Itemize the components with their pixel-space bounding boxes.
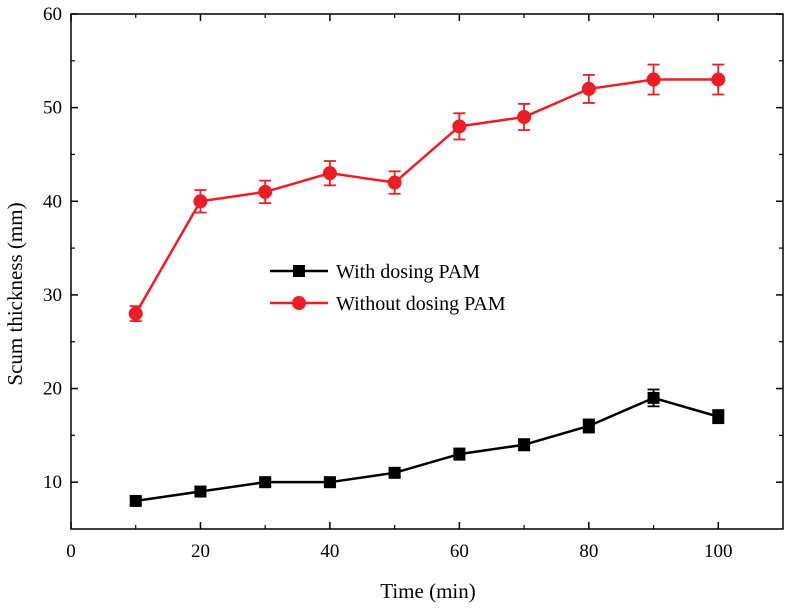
data-point (581, 81, 596, 96)
series-layer (128, 63, 726, 507)
data-point (711, 72, 726, 87)
data-point (582, 420, 595, 432)
data-point (646, 72, 661, 87)
x-axis-ticks: 0 20 40 60 80 100 (66, 14, 733, 562)
y-tick-label: 40 (43, 191, 62, 212)
x-axis-title: Time (min) (380, 579, 475, 603)
series-line (134, 78, 719, 315)
data-point (452, 119, 467, 134)
data-point (387, 175, 402, 190)
x-tick-label: 0 (66, 541, 76, 562)
x-tick-label: 20 (191, 541, 210, 562)
legend-label: Without dosing PAM (336, 293, 506, 315)
series-line (135, 396, 719, 503)
plot-area (70, 13, 784, 530)
series-1 (129, 388, 725, 507)
y-tick-label: 60 (43, 4, 62, 25)
legend: With dosing PAM Without dosing PAM (270, 261, 506, 315)
y-tick-label: 50 (43, 98, 62, 119)
data-point (712, 410, 725, 423)
x-tick-label: 40 (320, 541, 339, 562)
data-point (647, 391, 660, 404)
legend-marker (293, 265, 305, 277)
y-tick-label: 20 (43, 379, 62, 400)
data-point (322, 166, 337, 181)
plot-frame (70, 13, 784, 530)
data-point (323, 476, 336, 489)
y-axis-ticks: 10 20 30 40 50 60 (43, 4, 783, 493)
data-point (517, 110, 532, 124)
y-tick-label: 10 (43, 472, 62, 493)
x-tick-label: 60 (450, 541, 469, 562)
data-point (388, 466, 401, 479)
data-point (259, 476, 272, 489)
series-2 (128, 63, 726, 323)
data-point (129, 494, 142, 507)
data-point (518, 438, 531, 451)
data-point (128, 306, 143, 321)
data-point (453, 448, 466, 461)
legend-label: With dosing PAM (336, 261, 480, 283)
data-point (258, 184, 273, 199)
x-tick-label: 80 (579, 541, 598, 562)
legend-marker (292, 296, 306, 310)
data-point (193, 194, 208, 209)
y-axis-title: Scum thickness (mm) (3, 202, 27, 385)
y-tick-label: 30 (43, 285, 62, 306)
x-tick-label: 100 (704, 541, 733, 562)
data-point (194, 485, 207, 498)
